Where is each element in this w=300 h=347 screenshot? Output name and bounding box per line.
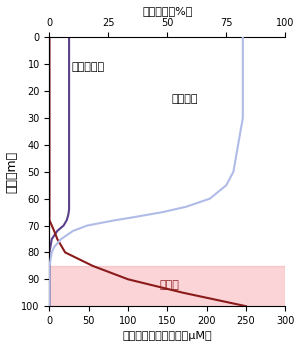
Text: 溶存酸素: 溶存酸素	[171, 94, 198, 104]
X-axis label: メタン・硢酸イオン（μM）: メタン・硢酸イオン（μM）	[122, 331, 212, 341]
Bar	[50, 266, 285, 309]
Text: 硢酸イオン: 硢酸イオン	[71, 62, 105, 71]
Text: メタン: メタン	[160, 280, 179, 290]
Y-axis label: 水深（m）: 水深（m）	[6, 151, 19, 193]
X-axis label: 溶存酸素（%）: 溶存酸素（%）	[142, 6, 193, 16]
